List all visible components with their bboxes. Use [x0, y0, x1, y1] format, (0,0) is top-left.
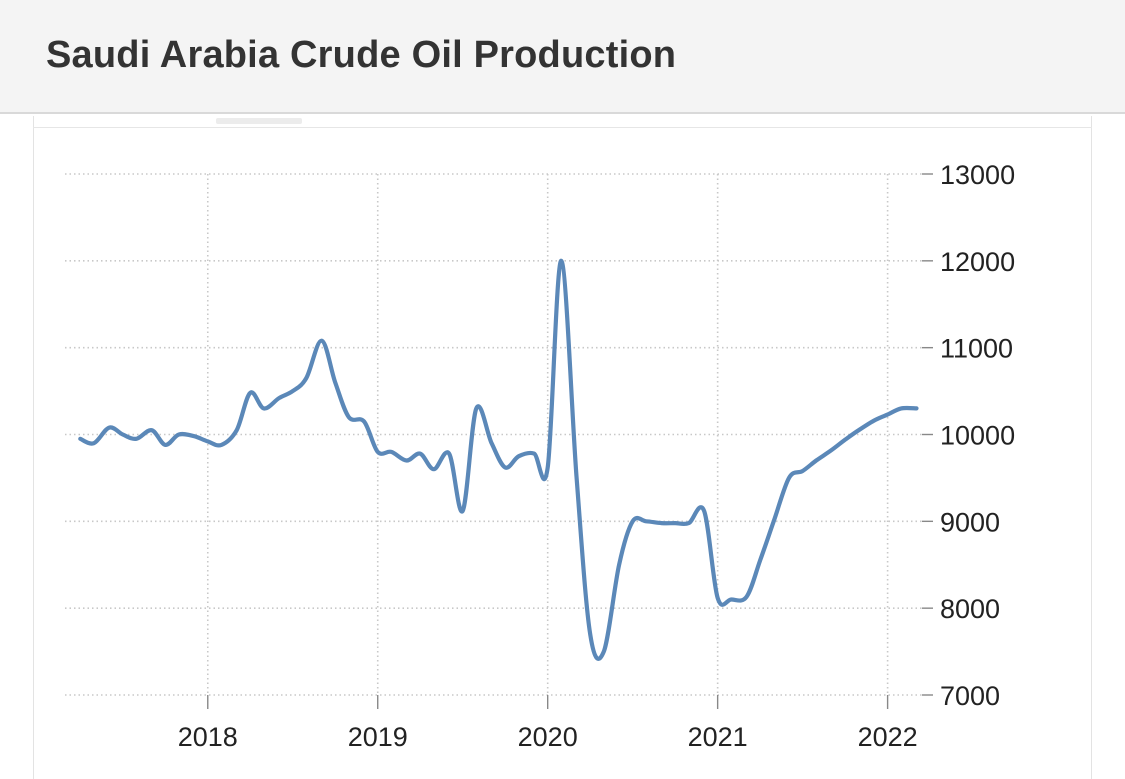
- y-tick-label: 10000: [940, 421, 1015, 451]
- series-layer: [78, 258, 919, 661]
- y-tick-label: 7000: [940, 681, 1000, 711]
- y-tick-label: 12000: [940, 247, 1015, 277]
- x-tick-label: 2022: [858, 722, 918, 752]
- y-tick-label: 8000: [940, 594, 1000, 624]
- x-tick-label: 2019: [348, 722, 408, 752]
- page-header: Saudi Arabia Crude Oil Production: [0, 0, 1125, 114]
- y-tick-label: 13000: [940, 160, 1015, 190]
- axis-ticks: [207, 173, 933, 709]
- panel-tab-indicator: [216, 118, 302, 124]
- x-tick-label: 2021: [688, 722, 748, 752]
- series-line: [78, 258, 919, 661]
- page-title: Saudi Arabia Crude Oil Production: [46, 34, 677, 76]
- tick-labels: 7000 8000 9000 10000 11000 12000 13000 2018 2019…: [178, 160, 1015, 752]
- panel-top-border: [33, 116, 1092, 128]
- y-tick-label: 9000: [940, 507, 1000, 537]
- y-tick-label: 11000: [940, 334, 1013, 364]
- chart-panel: [33, 116, 1092, 779]
- grid-lines: [65, 173, 922, 696]
- x-tick-label: 2020: [518, 722, 578, 752]
- x-tick-label: 2018: [178, 722, 238, 752]
